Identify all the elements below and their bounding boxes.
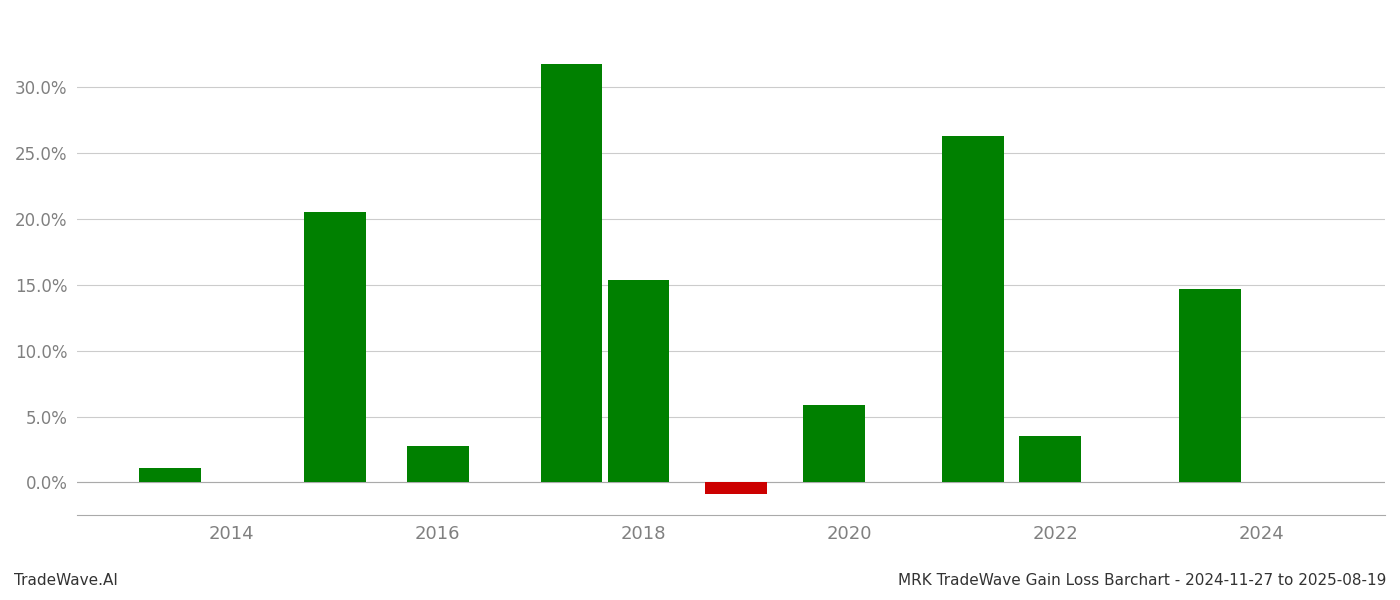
Bar (1179, 289, 1240, 482)
Bar (942, 136, 1004, 482)
Bar (304, 212, 365, 482)
Bar (804, 404, 865, 482)
Text: MRK TradeWave Gain Loss Barchart - 2024-11-27 to 2025-08-19: MRK TradeWave Gain Loss Barchart - 2024-… (897, 573, 1386, 588)
Bar (608, 280, 669, 482)
Bar (139, 468, 200, 482)
Bar (1019, 436, 1081, 482)
Text: TradeWave.AI: TradeWave.AI (14, 573, 118, 588)
Bar (407, 446, 469, 482)
Bar (540, 64, 602, 482)
Bar (706, 482, 767, 494)
